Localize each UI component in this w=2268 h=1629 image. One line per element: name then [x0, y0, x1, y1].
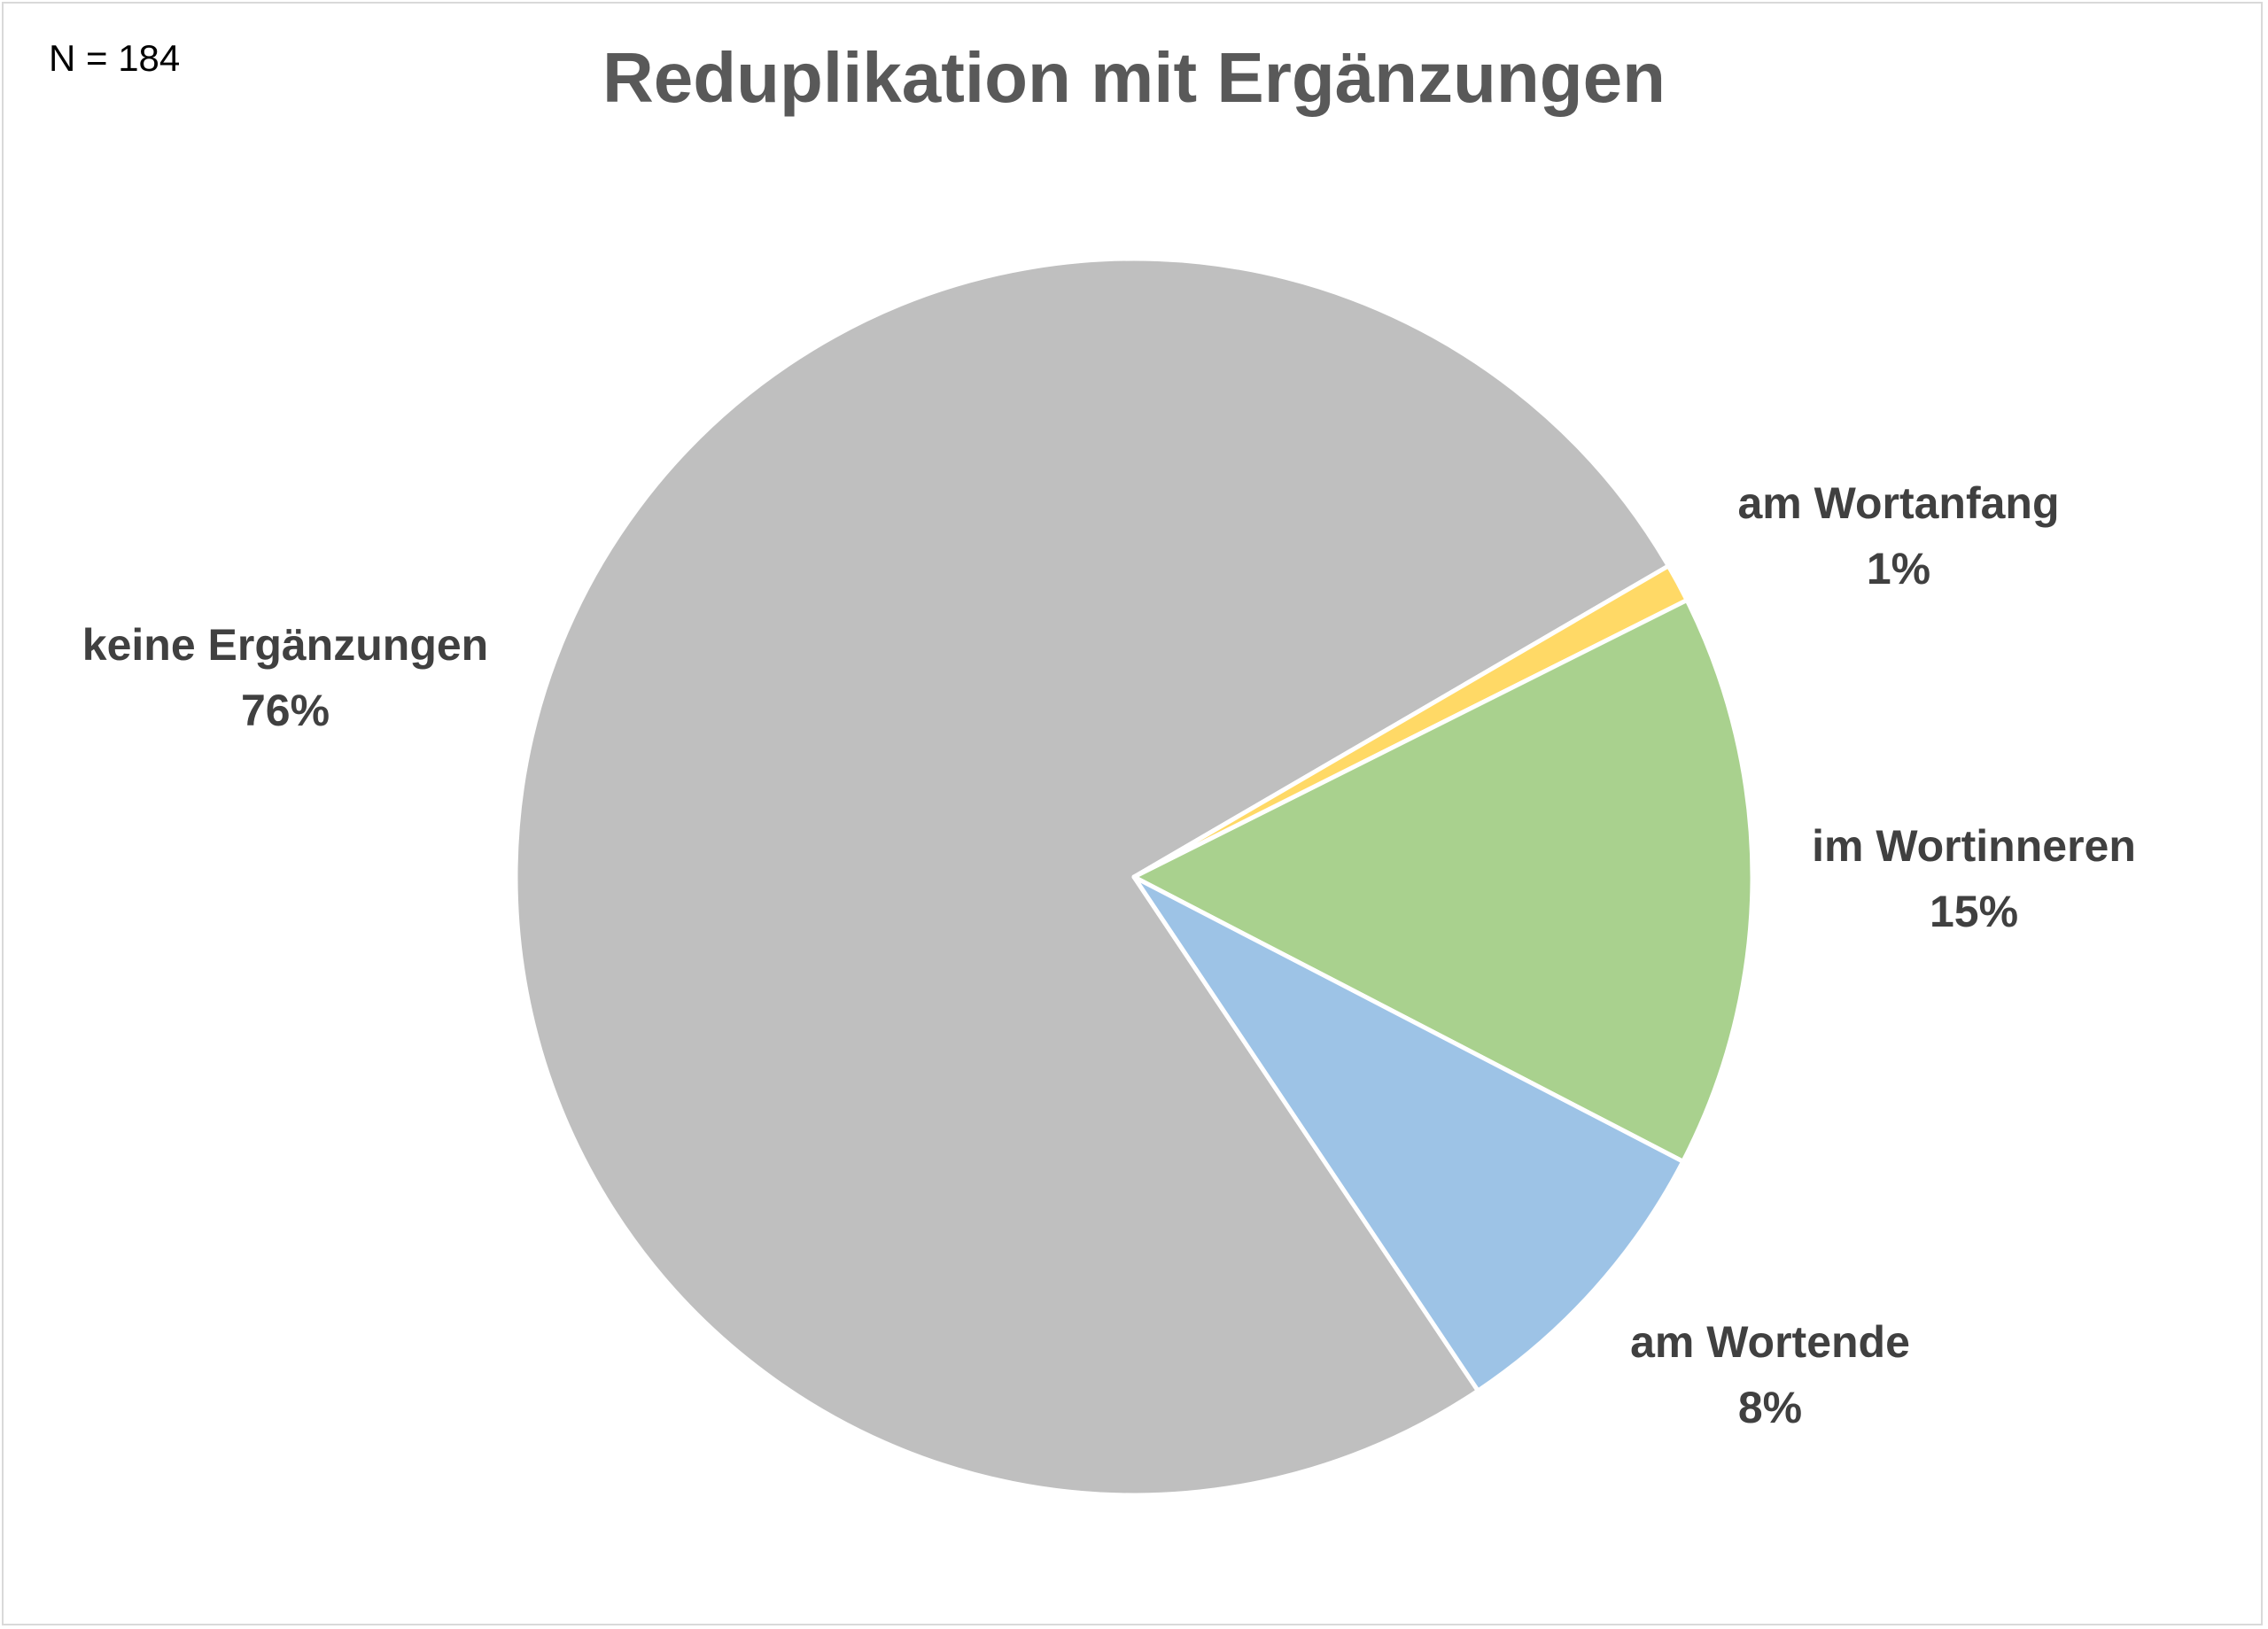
slice-category-label: am Wortanfang — [1738, 478, 2060, 528]
slice-category-label: keine Ergänzungen — [82, 620, 488, 670]
pie-slice-3 — [1131, 597, 1755, 1164]
slice-value-label: 76% — [241, 686, 330, 735]
slice-value-label: 15% — [1930, 887, 2018, 936]
sample-size-note: N = 184 — [49, 37, 181, 79]
chart-title: Reduplikation mit Ergänzungen — [602, 38, 1666, 117]
pie-labels: keine Ergänzungen 76% am Wortanfang 1% im Wo… — [82, 478, 2136, 1432]
pie-slices — [513, 256, 1755, 1498]
slice-value-label: 8% — [1738, 1383, 1802, 1432]
slice-category-label: am Wortende — [1630, 1317, 1910, 1367]
slice-value-label: 1% — [1867, 544, 1930, 593]
pie-slice-4 — [1131, 874, 1686, 1393]
slice-category-label: im Wortinneren — [1812, 821, 2136, 871]
pie-slice-1 — [513, 256, 1671, 1498]
